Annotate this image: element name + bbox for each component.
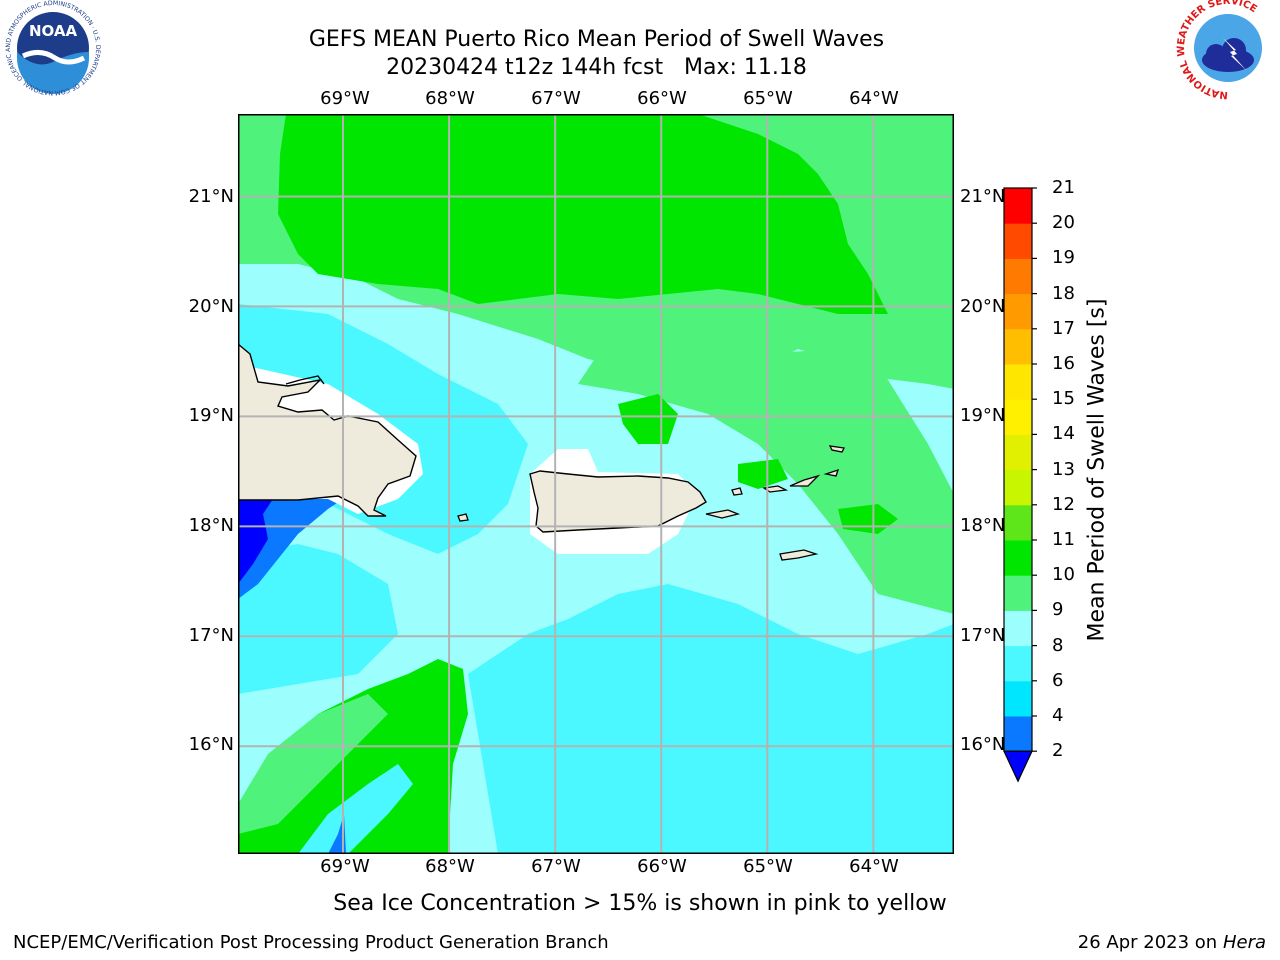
land-vieques bbox=[705, 509, 741, 519]
lon-tick-top-69: 69°W bbox=[320, 88, 370, 109]
swell-period-map bbox=[238, 114, 954, 854]
footer-branch: NCEP/EMC/Verification Post Processing Pr… bbox=[13, 932, 609, 953]
lon-tick-bottom-65: 65°W bbox=[743, 856, 793, 877]
colorbar-tick-2: 2 bbox=[1052, 740, 1064, 762]
lat-tick-left-19: 19°N bbox=[188, 405, 234, 426]
colorbar-bin-10-11 bbox=[1004, 540, 1032, 576]
land-hispaniola-north-bay bbox=[285, 375, 325, 385]
colorbar-bin-15-16 bbox=[1004, 364, 1032, 400]
chart-title-line2: 20230424 t12z 144h fcst Max: 11.18 bbox=[386, 55, 807, 80]
land-culebra bbox=[731, 487, 743, 496]
lon-tick-bottom-69: 69°W bbox=[320, 856, 370, 877]
colorbar-under-extension bbox=[1003, 750, 1033, 783]
lon-tick-top-65: 65°W bbox=[743, 88, 793, 109]
lat-tick-left-16: 16°N bbox=[188, 734, 234, 755]
lat-tick-right-21: 21°N bbox=[960, 186, 1006, 207]
field-under2-corner bbox=[238, 499, 273, 584]
land-anegada bbox=[828, 445, 845, 453]
colorbar-bin-14-15 bbox=[1004, 399, 1032, 435]
lon-tick-bottom-66: 66°W bbox=[637, 856, 687, 877]
lat-tick-left-21: 21°N bbox=[188, 186, 234, 207]
colorbar-bin-8-9 bbox=[1004, 610, 1032, 647]
field-10to11-mid bbox=[618, 394, 678, 444]
colorbar-tick-17: 17 bbox=[1052, 317, 1075, 339]
colorbar-tick-16: 16 bbox=[1052, 353, 1075, 374]
lat-tick-left-17: 17°N bbox=[188, 625, 234, 646]
lon-tick-bottom-67: 67°W bbox=[531, 856, 581, 877]
colorbar-bin-11-12 bbox=[1004, 504, 1032, 541]
colorbar-bin-6-8 bbox=[1004, 645, 1032, 682]
land-hispaniola bbox=[238, 343, 417, 517]
land-tortola bbox=[789, 474, 821, 487]
colorbar-bin-19-20 bbox=[1004, 223, 1032, 259]
colorbar-bin-2-4 bbox=[1004, 716, 1032, 752]
lat-tick-left-20: 20°N bbox=[188, 296, 234, 317]
colorbar-bin-20-21 bbox=[1004, 188, 1032, 224]
colorbar-tick-10: 10 bbox=[1052, 564, 1075, 586]
colorbar-tick-4: 4 bbox=[1052, 705, 1064, 726]
lat-tick-right-16: 16°N bbox=[960, 734, 1006, 755]
colorbar-tick-13: 13 bbox=[1052, 458, 1075, 480]
colorbar-tick-19: 19 bbox=[1052, 247, 1075, 269]
lat-tick-right-17: 17°N bbox=[960, 625, 1006, 646]
colorbar-bin-4-6 bbox=[1004, 680, 1032, 717]
colorbar-tick-14: 14 bbox=[1052, 423, 1075, 445]
land-st-croix bbox=[779, 549, 819, 561]
field-9to10-sw bbox=[238, 694, 388, 834]
footer-date-text: 26 Apr 2023 on bbox=[1077, 932, 1223, 953]
colorbar-tick-9: 9 bbox=[1052, 599, 1064, 621]
field-9to10-band bbox=[578, 349, 954, 614]
field-10to11-north bbox=[278, 114, 888, 314]
field-10to11-east bbox=[738, 459, 788, 489]
lon-tick-bottom-64: 64°W bbox=[849, 856, 899, 877]
colorbar-bin-9-10 bbox=[1004, 575, 1032, 611]
lon-tick-top-67: 67°W bbox=[531, 88, 581, 109]
map-frame bbox=[238, 114, 954, 854]
colorbar-bin-13-14 bbox=[1004, 434, 1032, 471]
colorbar-tick-15: 15 bbox=[1052, 388, 1075, 410]
sea-ice-note: Sea Ice Concentration > 15% is shown in … bbox=[333, 891, 947, 916]
colorbar-tick-8: 8 bbox=[1052, 634, 1064, 656]
map-gridlines bbox=[238, 114, 954, 854]
colorbar-tick-18: 18 bbox=[1052, 282, 1075, 304]
lat-tick-left-18: 18°N bbox=[188, 515, 234, 536]
lon-tick-top-66: 66°W bbox=[637, 88, 687, 109]
lat-tick-right-20: 20°N bbox=[960, 296, 1006, 317]
colorbar-bin-16-17 bbox=[1004, 328, 1032, 365]
colorbar-label: Mean Period of Swell Waves [s] bbox=[1084, 298, 1110, 642]
lat-tick-right-18: 18°N bbox=[960, 515, 1006, 536]
field-6to8-south bbox=[468, 584, 954, 854]
field-2to4-south bbox=[328, 814, 346, 854]
chart-title-line1: GEFS MEAN Puerto Rico Mean Period of Swe… bbox=[308, 27, 885, 52]
land-virgin-gorda bbox=[823, 468, 840, 477]
land-mona bbox=[457, 513, 469, 522]
noaa-logo-text: NOAA bbox=[29, 22, 78, 40]
colorbar-tick-11: 11 bbox=[1052, 529, 1075, 550]
colorbar bbox=[1003, 187, 1037, 783]
colorbar-tick-12: 12 bbox=[1052, 493, 1075, 515]
lon-tick-top-64: 64°W bbox=[849, 88, 899, 109]
colorbar-tick-6: 6 bbox=[1052, 669, 1064, 691]
colorbar-bin-18-19 bbox=[1004, 258, 1032, 295]
nws-logo: NATIONAL WEATHER SERVICE bbox=[1176, 0, 1277, 100]
footer-host: Hera bbox=[1222, 932, 1266, 953]
colorbar-bin-12-13 bbox=[1004, 469, 1032, 506]
footer-date: 26 Apr 2023 on Hera bbox=[1078, 932, 1266, 953]
colorbar-bin-17-18 bbox=[1004, 293, 1032, 330]
noaa-logo: NOAA NATIONAL OCEANIC AND ATMOSPHERIC AD… bbox=[0, 0, 103, 98]
field-6to8-streak bbox=[298, 764, 413, 854]
lon-tick-bottom-68: 68°W bbox=[425, 856, 475, 877]
lat-tick-right-19: 19°N bbox=[960, 405, 1006, 426]
colorbar-tick-20: 20 bbox=[1052, 212, 1075, 234]
lon-tick-top-68: 68°W bbox=[425, 88, 475, 109]
colorbar-tick-21: 21 bbox=[1052, 177, 1075, 198]
field-6to8-sw bbox=[238, 544, 398, 694]
